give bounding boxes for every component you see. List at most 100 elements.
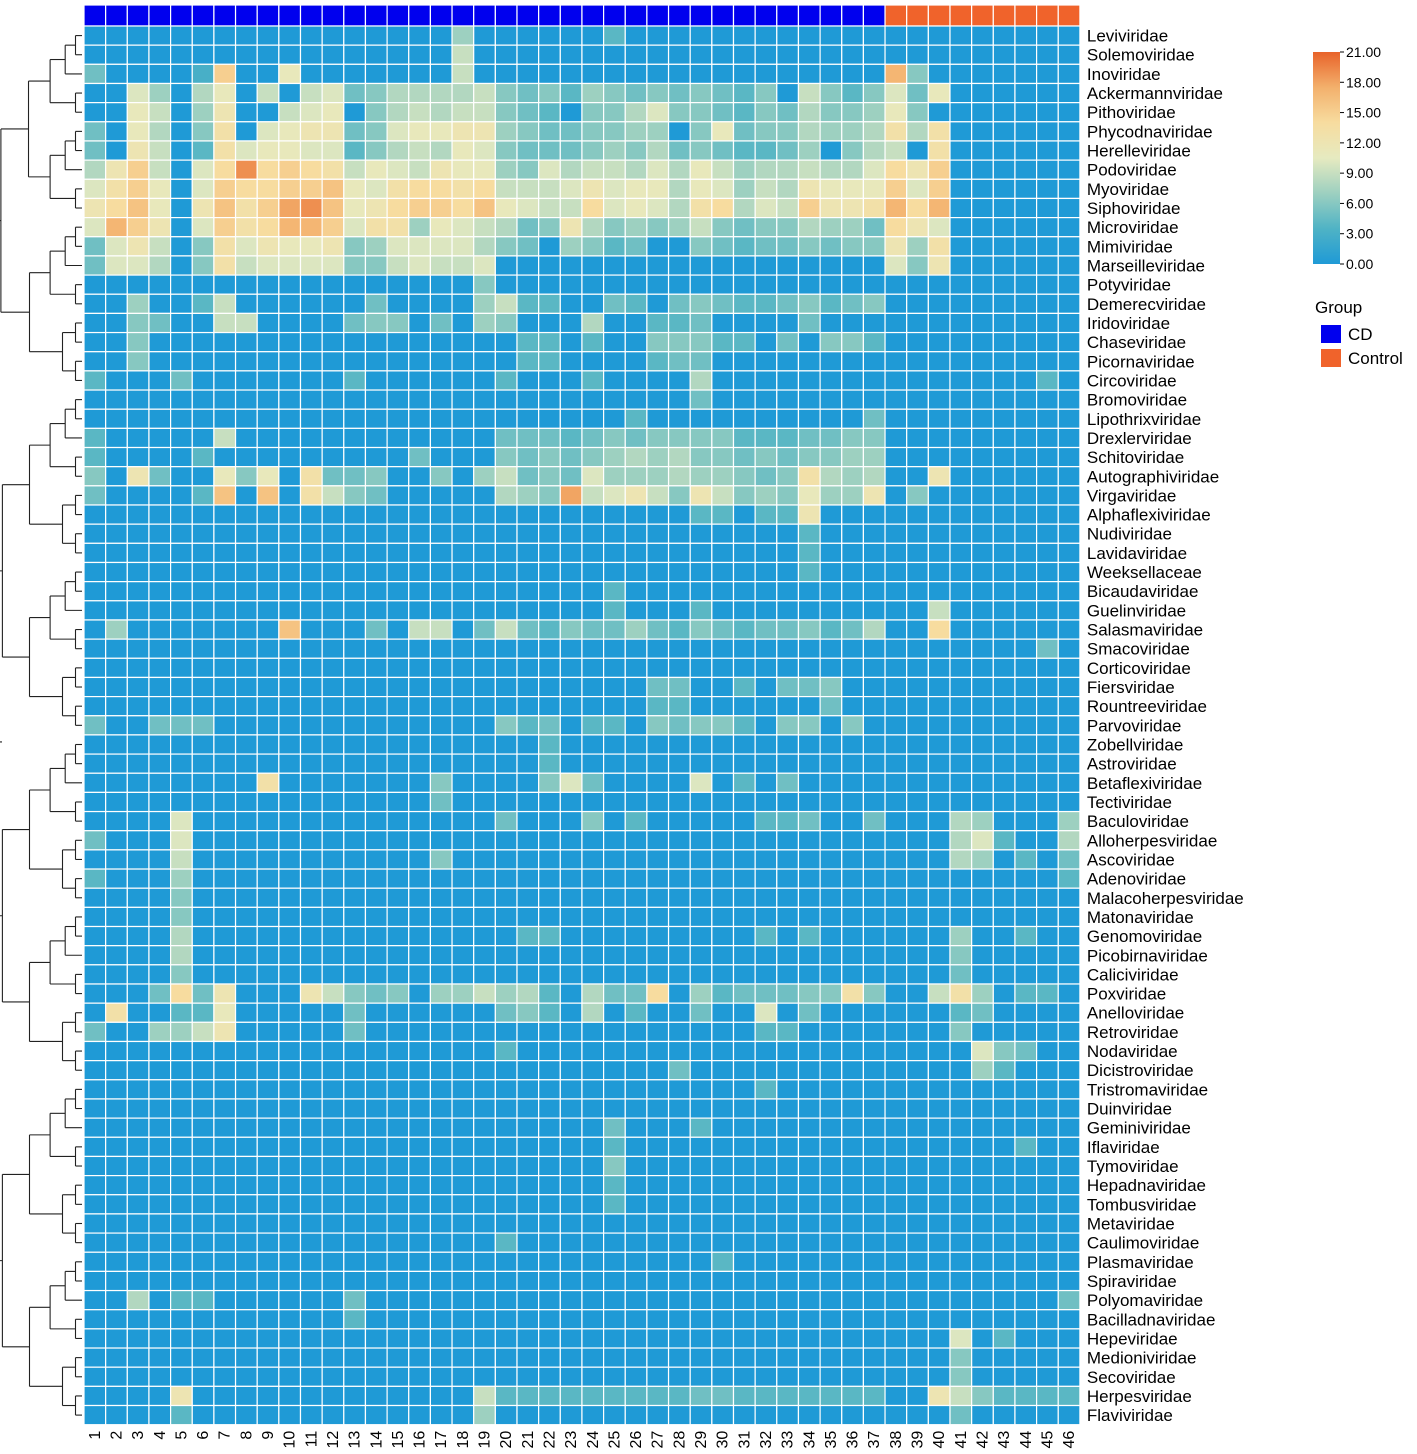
heatmap-cell (278, 446, 302, 468)
heatmap-cell (992, 523, 1016, 544)
heatmap-cell (105, 25, 128, 46)
group-cell (992, 4, 1016, 27)
heatmap-cell (494, 581, 518, 602)
heatmap-cell (213, 44, 237, 65)
heatmap-cell (256, 715, 280, 736)
heatmap-cell (105, 1404, 128, 1426)
heatmap-cell (126, 1060, 150, 1081)
heatmap-cell (429, 466, 453, 487)
heatmap-cell (971, 906, 994, 928)
heatmap-cell (126, 197, 150, 219)
heatmap-cell (538, 638, 561, 659)
group-cell (234, 4, 258, 27)
heatmap-cell (429, 351, 453, 372)
heatmap-cell (343, 1232, 367, 1253)
heatmap-cell (754, 1251, 778, 1272)
heatmap-cell (516, 830, 540, 851)
heatmap-cell (408, 331, 431, 353)
heatmap-cell (1057, 657, 1081, 679)
heatmap-cell (386, 1021, 410, 1043)
heatmap-cell (711, 1309, 735, 1330)
heatmap-cell (1057, 600, 1081, 621)
heatmap-cell (234, 523, 258, 544)
heatmap-cell (278, 1289, 302, 1311)
heatmap-cell (538, 581, 561, 602)
heatmap-cell (1057, 121, 1081, 142)
heatmap-cell (819, 102, 843, 123)
heatmap-cell (927, 485, 951, 506)
heatmap-cell (992, 1328, 1016, 1349)
heatmap-cell (971, 619, 994, 640)
heatmap-cell (429, 1328, 453, 1349)
heatmap-cell (278, 389, 302, 410)
heatmap-cell (321, 868, 345, 889)
heatmap-cell (516, 600, 540, 621)
heatmap-cell (83, 255, 107, 276)
heatmap-cell (429, 925, 453, 947)
heatmap-cell (148, 983, 172, 1004)
heatmap-cell (927, 581, 951, 602)
heatmap-cell (776, 638, 800, 659)
heatmap-cell (949, 542, 973, 564)
heatmap-cell (884, 1174, 908, 1196)
heatmap-cell (343, 504, 367, 525)
heatmap-cell (213, 1385, 237, 1407)
heatmap-cell (148, 178, 172, 200)
heatmap-cell (581, 1040, 605, 1062)
heatmap-cell (927, 178, 951, 200)
heatmap-cell (862, 63, 886, 85)
group-cell (711, 4, 735, 27)
heatmap-cell (516, 523, 540, 544)
heatmap-cell (797, 1021, 821, 1043)
heatmap-cell (278, 1002, 302, 1023)
heatmap-cell (559, 236, 583, 257)
heatmap-cell (819, 945, 843, 966)
heatmap-cell (732, 581, 756, 602)
heatmap-cell (581, 791, 605, 813)
heatmap-cell (278, 1232, 302, 1253)
heatmap-cell (321, 830, 345, 851)
heatmap-cell (299, 638, 323, 659)
heatmap-cell (321, 331, 345, 353)
heatmap-cell (624, 255, 648, 276)
heatmap-cell (256, 657, 280, 679)
heatmap-cell (927, 695, 951, 717)
heatmap-cell (819, 581, 843, 602)
heatmap-cell (992, 1213, 1016, 1234)
heatmap-cell (927, 63, 951, 85)
heatmap-cell (126, 466, 150, 487)
heatmap-cell (819, 293, 843, 314)
heatmap-cell (581, 1404, 605, 1426)
column-label: 44 (1018, 1431, 1035, 1449)
heatmap-cell (797, 1136, 821, 1158)
heatmap-cell (754, 255, 778, 276)
heatmap-cell (1057, 523, 1081, 544)
heatmap-cell (170, 102, 193, 123)
heatmap-cell (256, 255, 280, 276)
column-label: 3 (130, 1431, 147, 1440)
heatmap-cell (797, 1213, 821, 1234)
heatmap-cell (732, 676, 756, 698)
heatmap-cell (538, 1289, 561, 1311)
heatmap-cell (451, 1309, 475, 1330)
heatmap-cell (689, 1289, 713, 1311)
heatmap-cell (321, 312, 345, 334)
heatmap-cell (862, 1079, 886, 1100)
heatmap-cell (451, 1155, 475, 1177)
heatmap-cell (105, 619, 128, 640)
heatmap-cell (408, 1270, 431, 1292)
heatmap-cell (256, 197, 280, 219)
heatmap-cell (191, 581, 215, 602)
heatmap-cell (971, 1060, 994, 1081)
heatmap-cell (732, 370, 756, 391)
heatmap-cell (711, 485, 735, 506)
heatmap-cell (278, 1309, 302, 1330)
heatmap-cell (386, 1155, 410, 1177)
heatmap-cell (1057, 1117, 1081, 1138)
heatmap-cell (667, 293, 691, 314)
heatmap-cell (126, 1309, 150, 1330)
heatmap-cell (819, 274, 843, 295)
heatmap-cell (992, 140, 1016, 161)
heatmap-cell (992, 312, 1016, 334)
heatmap-cell (797, 102, 821, 123)
